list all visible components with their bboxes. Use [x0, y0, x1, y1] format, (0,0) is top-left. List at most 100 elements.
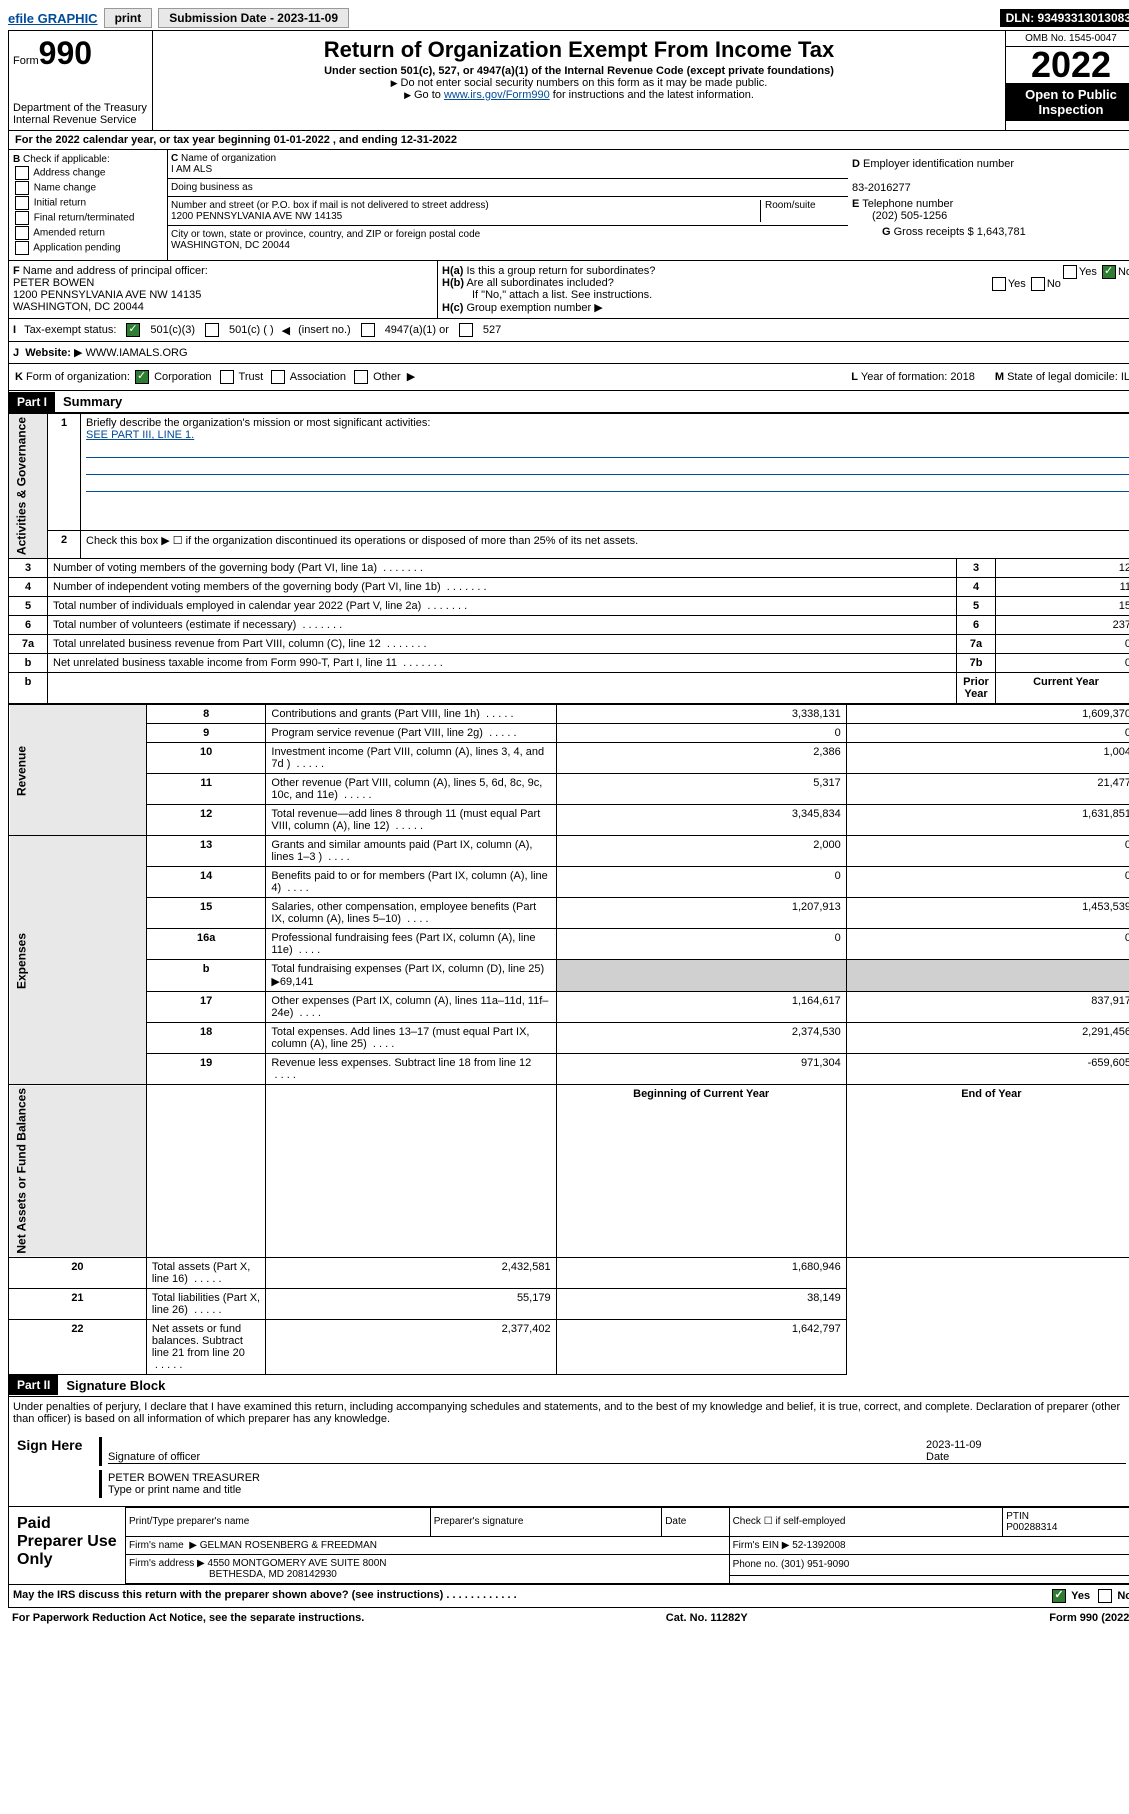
prep-sig-label: Preparer's signature — [430, 1507, 661, 1536]
beg-year-hdr: Beginning of Current Year — [556, 1085, 846, 1258]
b-option[interactable]: Initial return — [13, 196, 163, 210]
cat-number: Cat. No. 11282Y — [666, 1612, 748, 1624]
irs-label: Internal Revenue Service — [13, 114, 148, 126]
dln-label: DLN: 93493313013083 — [1000, 9, 1129, 27]
org-name: I AM ALS — [171, 164, 212, 175]
ein-value: 83-2016277 — [852, 182, 911, 194]
k-opt-checkbox[interactable] — [220, 370, 234, 384]
line-i: I Tax-exempt status: 501(c)(3) 501(c) ( … — [8, 319, 1129, 342]
form-org-label: Form of organization: — [26, 371, 130, 383]
ptin-value: P00288314 — [1006, 1522, 1057, 1533]
year-formation: 2018 — [950, 371, 974, 383]
prep-date-label: Date — [662, 1507, 729, 1536]
end-year-hdr: End of Year — [846, 1085, 1129, 1258]
declaration-text: Under penalties of perjury, I declare th… — [9, 1397, 1129, 1429]
501c3-checkbox[interactable] — [126, 323, 140, 337]
gross-label: Gross receipts $ — [894, 226, 974, 238]
ha-label: Is this a group return for subordinates? — [466, 265, 655, 277]
curr-year-hdr: Current Year — [996, 673, 1129, 704]
preparer-block: Paid Preparer Use Only Print/Type prepar… — [8, 1507, 1129, 1585]
line-a: For the 2022 calendar year, or tax year … — [8, 131, 1129, 150]
irs-link[interactable]: www.irs.gov/Form990 — [444, 89, 550, 101]
vlabel-rev: Revenue — [9, 705, 147, 836]
website-value: WWW.IAMALS.ORG — [85, 347, 187, 359]
section-b-block: B Check if applicable: Address change Na… — [8, 150, 1129, 261]
c-label: Name of organization — [181, 153, 276, 164]
city-label: City or town, state or province, country… — [171, 229, 480, 240]
4947-checkbox[interactable] — [361, 323, 375, 337]
part2-label: Part II — [9, 1375, 58, 1395]
tax-status-label: Tax-exempt status: — [24, 324, 116, 336]
b-option[interactable]: Address change — [13, 166, 163, 180]
prep-name-label: Print/Type preparer's name — [126, 1507, 431, 1536]
tax-year: 2022 — [1006, 47, 1129, 83]
discuss-yes-checkbox[interactable] — [1052, 1589, 1066, 1603]
k-opt-checkbox[interactable] — [271, 370, 285, 384]
efile-link[interactable]: efile GRAPHIC — [8, 11, 98, 26]
sig-date: 2023-11-09 — [926, 1439, 981, 1451]
discuss-no-checkbox[interactable] — [1098, 1589, 1112, 1603]
officer-label: Name and address of principal officer: — [23, 265, 208, 277]
firm-phone-label: Phone no. — [733, 1559, 779, 1570]
vlabel-exp: Expenses — [9, 836, 147, 1085]
officer-name-title: PETER BOWEN TREASURER — [108, 1472, 260, 1484]
firm-addr: 4550 MONTGOMERY AVE SUITE 800N — [208, 1558, 387, 1569]
sign-here-label: Sign Here — [9, 1429, 95, 1506]
goto-post: for instructions and the latest informat… — [550, 89, 754, 101]
sig-officer-label: Signature of officer — [108, 1451, 200, 1463]
form-title: Return of Organization Exempt From Incom… — [157, 37, 1001, 63]
b-option[interactable]: Name change — [13, 181, 163, 195]
firm-name: GELMAN ROSENBERG & FREEDMAN — [200, 1540, 377, 1551]
public-inspection: Open to Public Inspection — [1006, 83, 1129, 121]
527-checkbox[interactable] — [459, 323, 473, 337]
ptin-label: PTIN — [1006, 1511, 1029, 1522]
submission-date-button[interactable]: Submission Date - 2023-11-09 — [158, 8, 349, 28]
year-formation-label: Year of formation: — [861, 371, 947, 383]
firm-addr-label: Firm's address — [129, 1558, 194, 1569]
phone-value: (202) 505-1256 — [852, 210, 947, 222]
type-name-label: Type or print name and title — [108, 1484, 241, 1496]
q1-label: Briefly describe the organization's miss… — [86, 417, 430, 429]
firm-phone: (301) 951-9090 — [781, 1559, 849, 1570]
b-option[interactable]: Application pending — [13, 241, 163, 255]
firm-addr2: BETHESDA, MD 208142930 — [129, 1569, 337, 1580]
b-option[interactable]: Amended return — [13, 226, 163, 240]
b-label: Check if applicable: — [23, 154, 110, 165]
firm-ein: 52-1392008 — [792, 1540, 845, 1551]
pra-notice: For Paperwork Reduction Act Notice, see … — [12, 1612, 364, 1624]
ha-no-checkbox[interactable] — [1102, 265, 1116, 279]
print-button[interactable]: print — [104, 8, 153, 28]
discuss-question: May the IRS discuss this return with the… — [13, 1589, 443, 1603]
addr-label: Number and street (or P.O. box if mail i… — [171, 200, 489, 211]
ha-yes-checkbox[interactable] — [1063, 265, 1077, 279]
part1-title: Summary — [55, 391, 130, 412]
hb-yes-checkbox[interactable] — [992, 277, 1006, 291]
q1-value[interactable]: SEE PART III, LINE 1. — [86, 429, 194, 441]
prior-year-hdr: Prior Year — [957, 673, 996, 704]
form-footer: Form 990 (2022) — [1049, 1612, 1129, 1624]
dept-label: Department of the Treasury — [13, 102, 148, 114]
date-label: Date — [926, 1451, 949, 1463]
501c-checkbox[interactable] — [205, 323, 219, 337]
line-j: J Website: ▶ WWW.IAMALS.ORG — [8, 342, 1129, 364]
hc-label: Group exemption number — [466, 302, 591, 314]
hb-no-checkbox[interactable] — [1031, 277, 1045, 291]
part1-label: Part I — [9, 392, 55, 412]
firm-ein-label: Firm's EIN — [733, 1540, 779, 1551]
website-label: Website: — [25, 347, 71, 359]
b-option[interactable]: Final return/terminated — [13, 211, 163, 225]
form-header: Form990 Department of the Treasury Inter… — [8, 30, 1129, 131]
ein-label: Employer identification number — [863, 158, 1014, 170]
hb-label: Are all subordinates included? — [466, 277, 613, 289]
form-prefix: Form — [13, 55, 39, 67]
k-opt-checkbox[interactable] — [135, 370, 149, 384]
vlabel-ag: Activities & Governance — [9, 414, 48, 559]
k-opt-checkbox[interactable] — [354, 370, 368, 384]
city-state-zip: WASHINGTON, DC 20044 — [171, 240, 290, 251]
self-emp-label: Check ☐ if self-employed — [729, 1507, 1003, 1536]
form-subtitle: Under section 501(c), 527, or 4947(a)(1)… — [157, 65, 1001, 77]
gross-value: 1,643,781 — [977, 226, 1026, 238]
part1-header: Part I Summary — [8, 391, 1129, 413]
ssn-note: Do not enter social security numbers on … — [157, 77, 1001, 89]
officer-name: PETER BOWEN — [13, 277, 94, 289]
